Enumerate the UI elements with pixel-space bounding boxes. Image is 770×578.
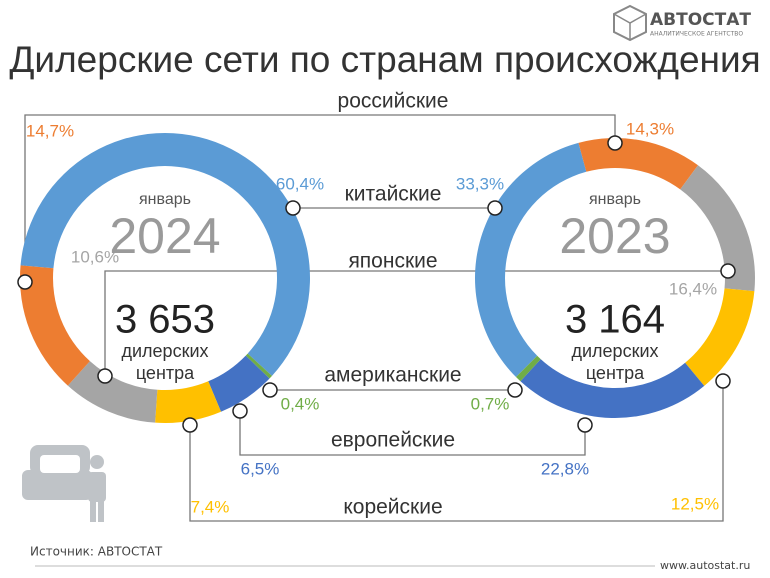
connector-dots [17,135,736,433]
value-label: 22,8% [541,459,589,478]
donut-segment [578,138,698,190]
value-label: 6,5% [241,459,280,478]
center-total-label: дилерских [121,341,208,361]
donut-segment [155,381,222,423]
center-total-label: центра [136,363,195,383]
center-year: 2024 [109,208,220,264]
center-total-label: центра [586,363,645,383]
center-subtitle: январь [139,191,191,208]
page-title: Дилерские сети по странам происхождения [9,39,760,80]
value-label: 16,4% [669,279,717,298]
donut-segment [245,353,273,379]
value-label: 14,7% [26,121,74,140]
category-label: японские [348,250,437,273]
donut-segment [475,142,587,377]
value-label: 14,3% [626,119,674,138]
center-total: 3 164 [565,298,665,342]
center-year: 2023 [559,208,670,264]
value-label: 0,7% [471,394,510,413]
donut-segment [680,165,755,292]
donut-segment [208,355,270,412]
category-label: европейские [331,429,455,452]
center-subtitle: январь [589,191,641,208]
category-label: корейские [343,496,442,519]
logo-subtitle: АНАЛИТИЧЕСКОЕ АГЕНТСТВО [650,31,743,38]
url: www.autostat.ru [660,559,750,572]
donuts [19,133,755,423]
donut-segment [20,133,311,376]
value-label: 0,4% [281,394,320,413]
donut-segment [520,359,705,419]
donut-segment [67,361,158,423]
connectors [24,114,728,522]
value-label: 33,3% [456,174,504,193]
center-total: 3 653 [115,298,215,342]
center-total-label: дилерских [571,341,658,361]
donut-segment [19,265,90,386]
donut-segment [685,288,755,386]
logo: АВТОСТАТ АНАЛИТИЧЕСКОЕ АГЕНТСТВО [613,4,751,42]
value-label: 12,5% [671,494,719,513]
category-label: российские [338,90,449,113]
car-icon [22,445,106,522]
source: Источник: АВТОСТАТ [30,545,163,559]
category-label: китайские [345,183,442,206]
donut-segment [516,355,541,382]
value-label: 7,4% [191,497,230,516]
value-label: 60,4% [276,174,324,193]
logo-text: АВТОСТАТ [650,10,751,30]
value-label: 10,6% [71,247,119,266]
category-label: американские [324,364,461,387]
